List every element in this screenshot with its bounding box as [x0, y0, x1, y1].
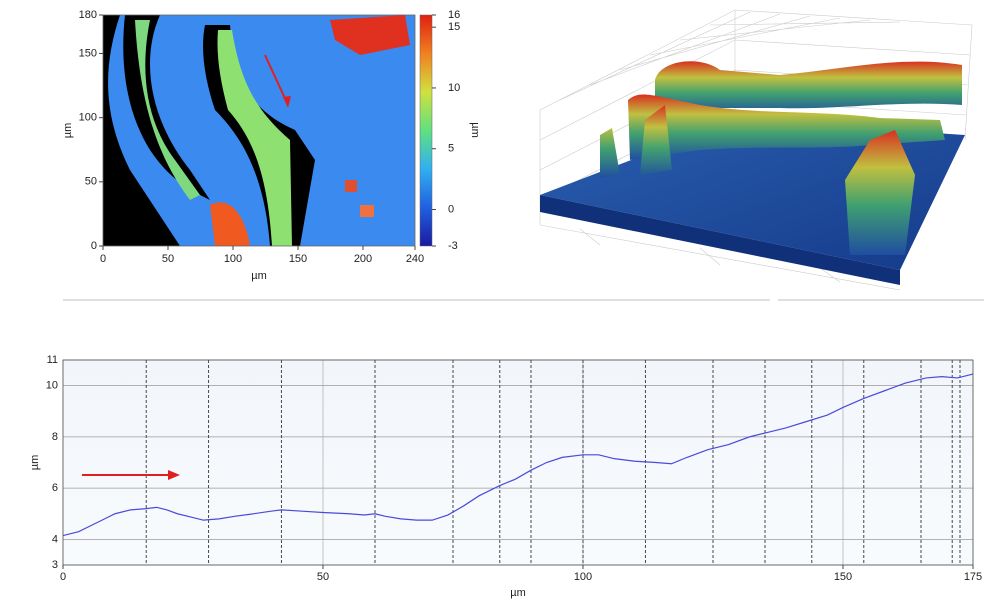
- x-tick-label: 100: [224, 253, 242, 265]
- colorbar-tick-label: 15: [448, 21, 460, 33]
- y-tick-label: 10: [46, 380, 58, 392]
- x-tick-label: 100: [574, 571, 592, 583]
- plot-background: [63, 360, 973, 565]
- colorbar-tick-label: -3: [448, 240, 458, 252]
- x-tick-label: 240: [406, 253, 424, 265]
- x-tick-label: 150: [289, 253, 307, 265]
- y-tick-label: 50: [85, 176, 97, 188]
- colorbar: [420, 15, 432, 246]
- x-tick-label: 50: [317, 571, 329, 583]
- y-tick-label: 6: [52, 482, 58, 494]
- colorbar-tick-label: 16: [448, 9, 460, 21]
- x-tick-label: 200: [354, 253, 372, 265]
- colorbar-tick-label: 0: [448, 203, 454, 215]
- x-axis-label: µm: [510, 587, 526, 599]
- x-tick-label: 0: [60, 571, 66, 583]
- x-axis-label: µm: [251, 270, 267, 282]
- height-map: [103, 15, 415, 246]
- y-tick-label: 100: [79, 112, 97, 124]
- figure: 050100150200240050100150180µmµm-30510151…: [0, 0, 984, 604]
- y-tick-label: 180: [79, 9, 97, 21]
- colorbar-tick-label: 5: [448, 143, 454, 155]
- x-tick-label: 150: [834, 571, 852, 583]
- y-tick-label: 8: [52, 431, 58, 443]
- y-axis-label: µm: [29, 455, 41, 471]
- y-tick-label: 150: [79, 47, 97, 59]
- y-tick-label: 11: [47, 354, 58, 366]
- y-tick-label: 4: [52, 533, 58, 545]
- x-tick-label: 175: [964, 571, 982, 583]
- colorbar-tick-label: 10: [448, 82, 460, 94]
- y-axis-label: µm: [62, 123, 74, 139]
- x-tick-label: 0: [100, 253, 106, 265]
- x-tick-label: 50: [162, 253, 174, 265]
- y-tick-label: 0: [91, 240, 97, 252]
- y-tick-label: 3: [52, 559, 58, 571]
- colorbar-label: µm: [469, 122, 481, 138]
